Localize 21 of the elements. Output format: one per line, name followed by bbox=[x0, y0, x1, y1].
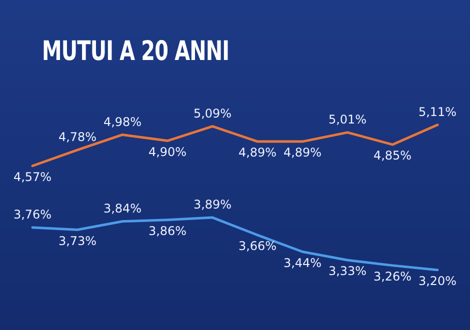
data-label: 3,84% bbox=[103, 201, 142, 216]
data-label: 5,09% bbox=[193, 106, 232, 120]
data-label: 3,20% bbox=[418, 274, 457, 288]
data-label: 4,89% bbox=[238, 146, 277, 160]
data-label: 3,44% bbox=[283, 256, 322, 270]
data-label: 3,33% bbox=[328, 264, 367, 278]
data-label: 4,85% bbox=[373, 148, 412, 163]
data-label: 4,98% bbox=[103, 114, 142, 129]
chart-title: MUTUI A 20 ANNI bbox=[42, 36, 230, 67]
data-label: 3,73% bbox=[58, 234, 97, 248]
data-label: 3,26% bbox=[373, 270, 412, 284]
data-label: 5,01% bbox=[328, 112, 367, 127]
data-label: 4,89% bbox=[283, 146, 322, 160]
data-label: 3,86% bbox=[148, 224, 187, 238]
data-label: 5,11% bbox=[418, 104, 457, 119]
data-label: 4,90% bbox=[148, 144, 187, 159]
data-label: 3,89% bbox=[193, 198, 232, 212]
data-label: 3,66% bbox=[238, 239, 277, 254]
data-label: 3,76% bbox=[13, 208, 52, 222]
data-label: 4,57% bbox=[13, 170, 52, 184]
data-label: 4,78% bbox=[58, 130, 97, 144]
